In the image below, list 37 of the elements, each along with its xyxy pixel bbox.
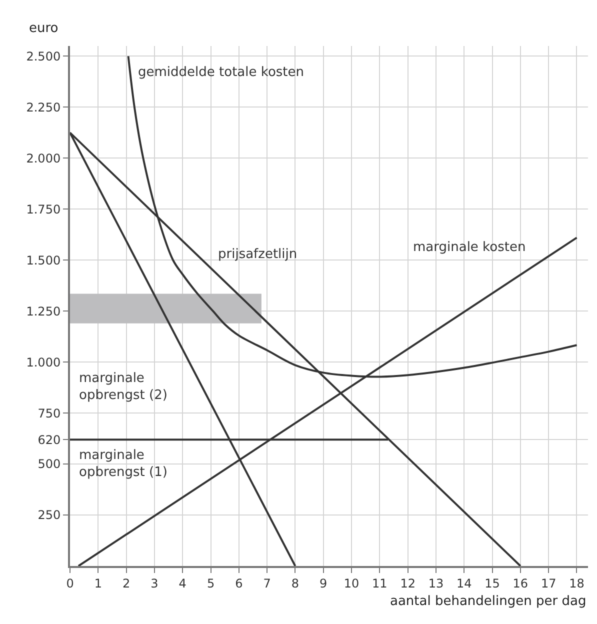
x-tick-label: 7 — [263, 576, 271, 590]
x-tick-label: 14 — [456, 576, 472, 590]
x-tick-label: 2 — [122, 576, 130, 590]
x-tick-label: 17 — [540, 576, 556, 590]
x-tick-label: 13 — [428, 576, 444, 590]
y-tick-label: 250 — [38, 508, 61, 522]
x-axis-title: aantal behandelingen per dag — [390, 594, 586, 609]
series-label: prijsafzetlijn — [218, 247, 298, 262]
series-label: marginale kosten — [413, 240, 526, 255]
x-tick-label: 0 — [66, 576, 74, 590]
series-label: marginale opbrengst (2) — [79, 371, 168, 403]
x-tick-label: 12 — [400, 576, 416, 590]
series-label: marginale opbrengst (1) — [79, 448, 168, 480]
y-tick-label: 1.750 — [26, 202, 61, 216]
series-label: gemiddelde totale kosten — [138, 65, 304, 80]
x-tick-label: 9 — [320, 576, 328, 590]
x-tick-label: 16 — [512, 576, 528, 590]
x-tick-label: 18 — [569, 576, 584, 590]
y-tick-label: 2.000 — [26, 151, 61, 166]
x-tick-label: 5 — [206, 576, 215, 590]
x-tick-label: 15 — [484, 576, 500, 590]
y-tick-label: 620 — [38, 432, 61, 447]
x-tick-label: 6 — [235, 576, 243, 590]
y-tick-label: 2.250 — [26, 100, 61, 114]
x-tick-label: 10 — [344, 576, 360, 590]
y-tick-label: 1.000 — [26, 355, 61, 370]
y-tick-label: 1.500 — [26, 253, 61, 268]
y-tick-label: 500 — [38, 457, 61, 472]
y-tick-label: 2.500 — [26, 49, 61, 64]
y-tick-label: 1.250 — [26, 304, 61, 318]
y-axis-title: euro — [29, 21, 58, 36]
x-tick-label: 11 — [372, 576, 388, 590]
y-tick-label: 750 — [38, 406, 61, 420]
x-tick-label: 3 — [150, 576, 158, 590]
x-tick-label: 1 — [94, 576, 102, 590]
x-tick-label: 4 — [178, 576, 186, 590]
x-tick-label: 8 — [291, 576, 300, 590]
